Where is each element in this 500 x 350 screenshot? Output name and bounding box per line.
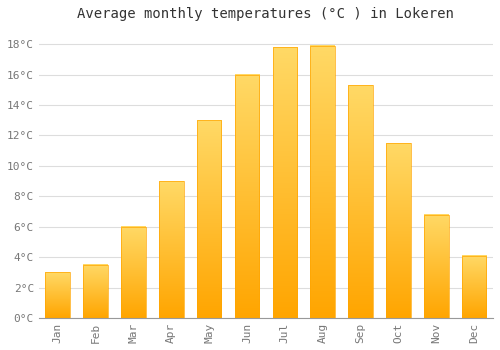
Bar [159,181,184,318]
Bar [272,47,297,318]
Title: Average monthly temperatures (°C ) in Lokeren: Average monthly temperatures (°C ) in Lo… [78,7,454,21]
Bar [462,256,486,318]
Bar [386,143,410,318]
Bar [121,227,146,318]
Bar [46,272,70,318]
Bar [84,265,108,318]
Bar [197,120,222,318]
Bar [348,85,373,318]
Bar [310,46,335,318]
Bar [424,215,448,318]
Bar [234,75,260,318]
